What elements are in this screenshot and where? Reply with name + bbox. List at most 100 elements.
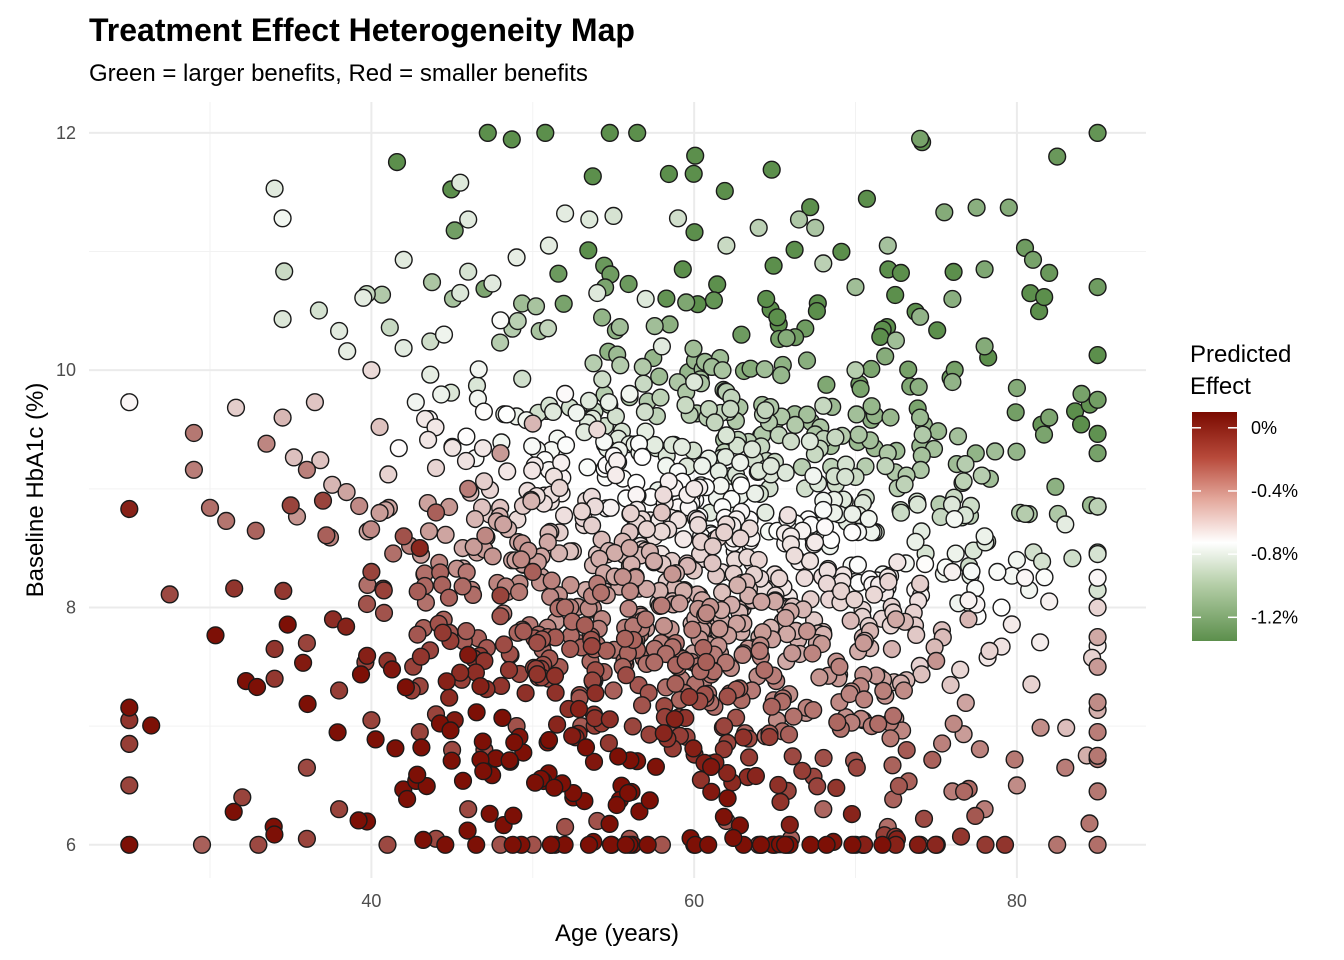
data-point [584, 354, 603, 373]
data-point [910, 307, 930, 326]
data-point [836, 467, 855, 487]
data-point [350, 496, 369, 516]
data-point [680, 687, 699, 707]
data-point [684, 339, 703, 358]
data-point [120, 776, 139, 795]
data-point [797, 622, 817, 641]
data-point [636, 610, 655, 629]
x-axis: 40 60 80 [361, 891, 1027, 911]
data-point [588, 283, 607, 303]
data-point [588, 420, 607, 439]
data-point [621, 504, 640, 523]
data-point [206, 626, 225, 645]
data-point [459, 210, 478, 229]
data-point [474, 402, 493, 421]
data-point [1023, 250, 1043, 269]
data-point [876, 457, 895, 476]
data-point [422, 273, 442, 292]
data-point [475, 472, 494, 491]
data-point [623, 717, 642, 736]
data-point [731, 529, 750, 548]
data-point [975, 337, 994, 356]
data-point [120, 734, 139, 753]
data-point [908, 835, 928, 854]
data-point [582, 636, 601, 656]
data-point [412, 738, 431, 757]
data-point [777, 329, 796, 348]
data-point [746, 766, 765, 786]
data-point [712, 583, 732, 602]
data-point [847, 405, 866, 424]
data-point [604, 206, 623, 225]
data-point [771, 792, 790, 811]
data-point [783, 644, 802, 663]
data-point [384, 544, 403, 563]
data-point [609, 747, 628, 766]
data-point [120, 835, 139, 854]
data-point [436, 835, 455, 854]
data-point [670, 594, 689, 613]
data-point [432, 385, 451, 404]
data-point [305, 393, 324, 412]
data-point [436, 525, 455, 544]
data-point [265, 669, 284, 688]
data-point [876, 347, 895, 366]
data-point [891, 503, 911, 522]
data-point [358, 646, 377, 665]
data-point [803, 644, 822, 663]
data-point [478, 123, 497, 142]
data-point [591, 583, 611, 602]
data-point [886, 331, 905, 350]
data-point [1088, 693, 1107, 712]
data-point [967, 198, 986, 217]
data-point [926, 835, 945, 854]
data-point [781, 432, 801, 451]
data-point [761, 457, 780, 476]
x-tick-label: 40 [361, 891, 381, 911]
data-point [1088, 123, 1107, 142]
data-point [804, 466, 823, 486]
data-point [718, 789, 737, 808]
data-point [686, 146, 705, 165]
legend-tick-label: -1.2% [1251, 607, 1298, 627]
data-point [635, 402, 654, 421]
data-point [599, 733, 618, 753]
data-point [801, 198, 820, 217]
data-point [783, 747, 802, 766]
data-point [505, 733, 524, 752]
data-point [645, 317, 664, 336]
data-point [956, 455, 975, 474]
data-point [457, 621, 476, 641]
data-point [451, 663, 470, 682]
data-point [801, 835, 820, 854]
data-point [718, 763, 737, 783]
data-point [440, 688, 459, 707]
data-point [567, 403, 586, 422]
data-point [992, 598, 1011, 617]
data-point [1056, 515, 1075, 534]
data-point [410, 538, 429, 558]
data-point [1048, 147, 1067, 166]
data-point [932, 734, 952, 753]
data-point [579, 391, 599, 410]
data-point [330, 321, 349, 341]
data-point [826, 428, 845, 447]
data-point [717, 426, 736, 445]
data-point [582, 516, 602, 535]
data-point [456, 451, 476, 471]
data-point [382, 660, 402, 679]
data-point [724, 828, 743, 847]
data-point [980, 641, 999, 660]
data-point [806, 218, 825, 237]
data-point [846, 278, 865, 297]
data-point [847, 758, 866, 777]
data-point [814, 254, 833, 273]
data-point [684, 739, 703, 758]
data-point [1088, 746, 1107, 765]
data-point [1088, 627, 1107, 647]
data-point [1046, 477, 1065, 496]
data-point [684, 164, 703, 183]
data-point [652, 337, 671, 356]
data-point [389, 439, 408, 458]
data-point [458, 821, 477, 840]
